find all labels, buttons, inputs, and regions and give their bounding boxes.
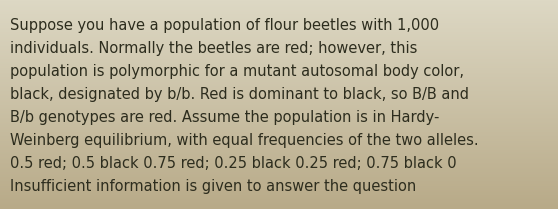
Text: population is polymorphic for a mutant autosomal body color,: population is polymorphic for a mutant a…	[10, 64, 464, 79]
Text: Suppose you have a population of flour beetles with 1,000: Suppose you have a population of flour b…	[10, 18, 439, 33]
Text: Insufficient information is given to answer the question: Insufficient information is given to ans…	[10, 179, 416, 194]
Text: individuals. Normally the beetles are red; however, this: individuals. Normally the beetles are re…	[10, 41, 417, 56]
Text: Weinberg equilibrium, with equal frequencies of the two alleles.: Weinberg equilibrium, with equal frequen…	[10, 133, 479, 148]
Text: B/b genotypes are red. Assume the population is in Hardy-: B/b genotypes are red. Assume the popula…	[10, 110, 439, 125]
Text: 0.5 red; 0.5 black 0.75 red; 0.25 black 0.25 red; 0.75 black 0: 0.5 red; 0.5 black 0.75 red; 0.25 black …	[10, 156, 456, 171]
Text: black, designated by b/b. Red is dominant to black, so B/B and: black, designated by b/b. Red is dominan…	[10, 87, 469, 102]
